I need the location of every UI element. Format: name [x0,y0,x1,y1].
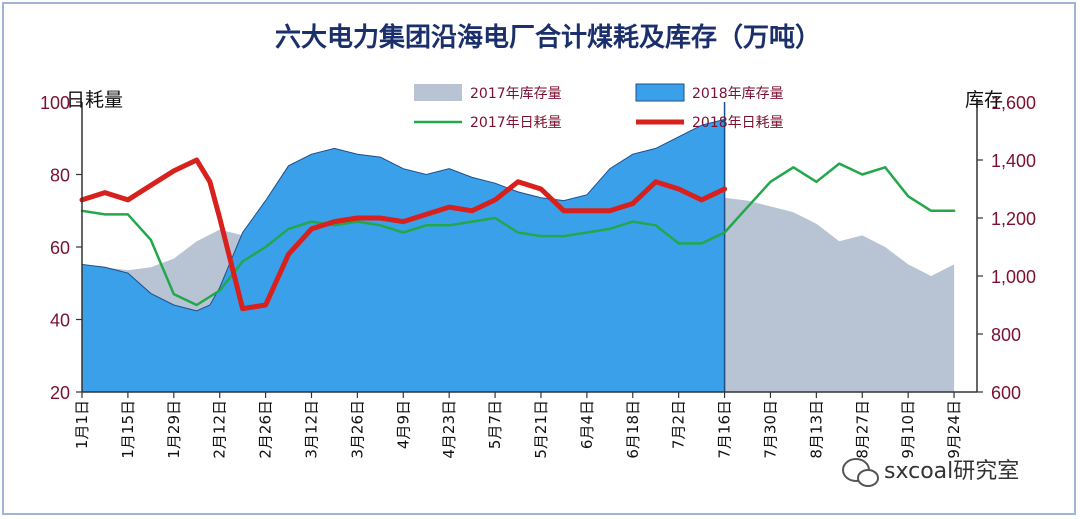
area-series-2018-stock [81,118,726,393]
x-tick-label: 1月29日 [165,400,183,459]
left-tick-label: 40 [50,311,70,331]
left-tick-label: 80 [50,166,70,186]
x-tick-label: 4月9日 [394,400,412,449]
axes: 20 40 60 80 100 600 800 1,000 1,200 1,400 1,600 1月1… [40,93,1036,459]
x-tick-label: 9月24日 [945,400,963,459]
right-axis-label: 库存 [965,89,1003,111]
chart-title: 六大电力集团沿海电厂合计煤耗及库存（万吨） [275,22,821,53]
area-layer [81,102,955,393]
x-tick-label: 7月30日 [762,400,780,459]
x-tick-label: 8月13日 [807,400,825,459]
left-axis-label: 日耗量 [66,89,123,111]
legend-label: 2018年日耗量 [692,115,784,131]
line-series-2017-daily [80,162,956,307]
legend-swatch [414,84,462,101]
x-tick-label: 1月15日 [119,400,137,459]
x-tick-label: 1月1日 [73,400,91,449]
legend-label: 2017年库存量 [470,86,562,102]
watermark: sxcoal研究室 [842,458,1019,487]
right-tick-label: 1,600 [991,93,1036,113]
right-tick-label: 800 [991,325,1021,345]
x-tick-label: 2月26日 [257,400,275,459]
left-tick-label: 60 [50,238,70,258]
x-tick-label: 5月21日 [532,400,550,459]
line-series-2018-daily [79,157,728,312]
x-tick-label: 9月10日 [899,400,917,459]
right-tick-label: 1,400 [991,151,1036,171]
legend-label: 2017年日耗量 [470,115,562,131]
x-tick-label: 3月12日 [303,400,321,459]
right-tick-label: 600 [991,383,1021,403]
x-tick-label: 3月26日 [348,400,366,459]
legend-swatch [635,83,685,102]
x-tick-label: 7月16日 [716,400,734,459]
legend: 2017年库存量 2018年库存量 2017年日耗量 2018年日耗量 [414,83,784,131]
left-tick-label: 20 [50,383,70,403]
x-tick-label: 4月23日 [440,400,458,459]
x-tick-label: 6月4日 [578,400,596,449]
x-tick-label: 8月27日 [853,400,871,459]
legend-label: 2018年库存量 [692,86,784,102]
x-tick-label: 7月2日 [670,400,688,449]
x-tick-label: 5月7日 [486,400,504,449]
plot-area [79,102,956,393]
watermark-text: sxcoal研究室 [884,459,1019,484]
x-tick-label: 6月18日 [624,400,642,459]
x-tick-label: 2月12日 [211,400,229,459]
right-tick-label: 1,200 [991,209,1036,229]
left-tick-label: 100 [40,93,70,113]
right-tick-label: 1,000 [991,267,1036,287]
line-layer [79,157,956,312]
wechat-icon [842,458,879,487]
